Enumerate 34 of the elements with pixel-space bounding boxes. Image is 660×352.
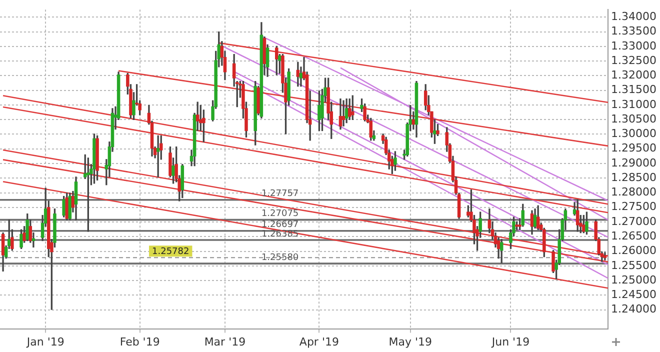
x-tick-label: Mar '19 <box>204 335 246 348</box>
y-tick-label: 1.27000 <box>611 214 656 228</box>
y-tick-label: 1.25500 <box>611 258 656 272</box>
y-tick-label: 1.25000 <box>611 273 656 286</box>
y-tick-label: 1.28500 <box>611 170 656 184</box>
y-tick-label: 1.24000 <box>611 302 656 316</box>
ref-line-label: 1.27757 <box>261 189 299 200</box>
y-tick-label: 1.28000 <box>611 186 656 199</box>
y-tick-label: 1.30000 <box>611 127 656 140</box>
ref-line-label: 1.26385 <box>261 229 299 240</box>
y-tick-label: 1.29000 <box>611 156 656 170</box>
ref-line-label: 1.27075 <box>261 209 299 220</box>
y-tick-label: 1.32000 <box>611 68 656 82</box>
y-tick-label: 1.31000 <box>611 98 656 111</box>
x-tick-label: Jan '19 <box>26 335 64 348</box>
y-tick-label: 1.31500 <box>611 83 656 96</box>
y-tick-label: 1.34000 <box>611 10 656 24</box>
ref-line-label: 1.25782 <box>152 246 190 257</box>
y-tick-label: 1.24500 <box>611 288 656 302</box>
y-tick-label: 1.26000 <box>611 244 656 258</box>
ref-line-label: 1.25580 <box>261 252 299 263</box>
x-tick-label: May '19 <box>388 335 432 348</box>
x-tick-label: Apr '19 <box>299 335 339 348</box>
y-tick-label: 1.30500 <box>611 112 656 126</box>
y-tick-label: 1.33500 <box>611 24 656 38</box>
candlestick <box>342 100 346 126</box>
y-tick-label: 1.32500 <box>611 54 656 67</box>
y-tick-label: 1.33000 <box>611 39 656 52</box>
y-tick-label: 1.27500 <box>611 200 656 214</box>
y-tick-label: 1.26500 <box>611 230 656 242</box>
x-tick-label: Feb '19 <box>120 335 160 348</box>
y-tick-label: 1.29500 <box>611 142 656 155</box>
ref-line-label: 1.26697 <box>261 220 299 230</box>
x-tick-label: Jun '19 <box>490 335 530 348</box>
